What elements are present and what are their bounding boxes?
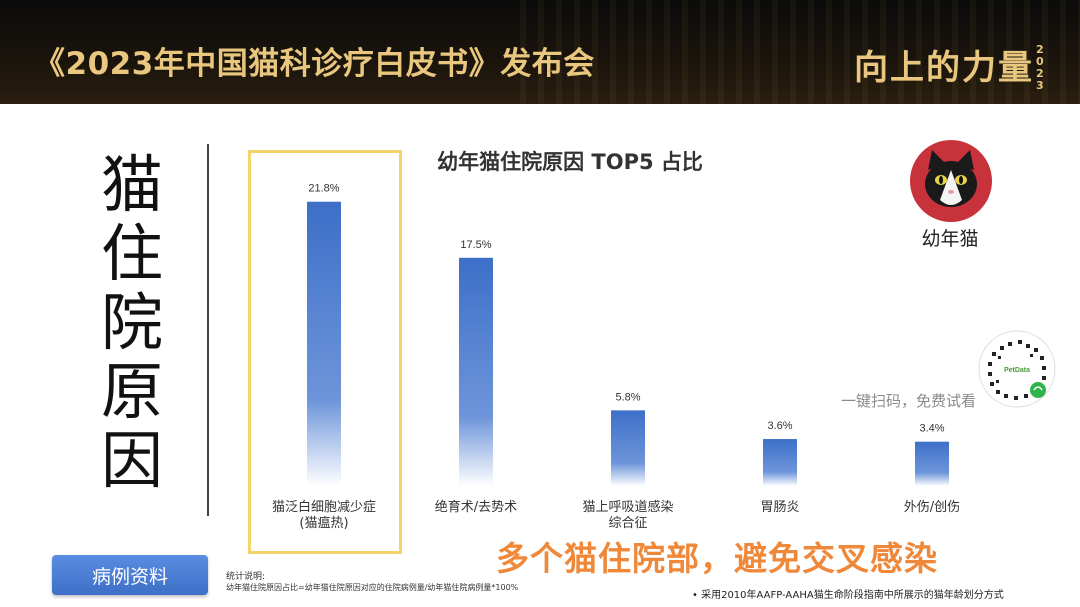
category-label-1: 猫泛白细胞减少症 [272,499,376,515]
category-label-3: 猫上呼吸道感染 [582,499,673,515]
cat-age-label: 幼年猫 [921,228,979,250]
cat-face-icon [925,150,977,207]
value-label-1: 21.8% [308,183,339,195]
bar-5 [915,441,949,486]
scan-hint: 一键扫码，免费试看 [840,392,976,410]
value-label-2: 17.5% [460,239,491,251]
category-label-5: 外伤/创伤 [904,500,960,515]
category-label-2: 绝育术/去势术 [435,499,517,515]
bar-2 [459,257,493,486]
category-label-4: 胃肠炎 [760,500,799,515]
slogan: 多个猫住院部，避免交叉感染 [496,539,938,578]
event-logo: 向上的力量 [854,48,1034,88]
highlight-box [248,150,402,554]
chart-title: 幼年猫住院原因 TOP5 占比 [437,150,703,174]
bar-4 [763,439,797,486]
bar-1 [307,201,341,486]
qr-code-icon[interactable]: PetData [978,330,1056,408]
side-title: 猫住院原因 [100,148,163,497]
vertical-divider [207,144,209,516]
header-banner: 《2023年中国猫科诊疗白皮书》发布会 向上的力量 2023 [0,0,1080,104]
value-label-5: 3.4% [919,423,944,435]
case-data-button[interactable]: 病例资料 [52,555,208,595]
qr-brand-text: PetData [1004,367,1030,374]
header-title: 《2023年中国猫科诊疗白皮书》发布会 [34,46,595,82]
footnote: • 采用2010年AAFP-AAHA猫生命阶段指南中所展示的猫年龄划分方式 [692,590,1004,601]
bar-3 [611,410,645,486]
note-text: 幼年猫住院原因占比=幼年猫住院原因对应的住院病例量/幼年猫住院病例量*100% [226,583,519,592]
event-logo-year: 2023 [1036,43,1044,92]
category-label-3: 综合征 [608,516,647,531]
note-title: 统计说明: [226,572,266,582]
header-decoration [520,0,1080,104]
value-label-4: 3.6% [767,420,792,432]
cat-avatar-badge [910,140,992,222]
category-label-1: (猫瘟热) [299,515,348,531]
value-label-3: 5.8% [615,391,640,403]
